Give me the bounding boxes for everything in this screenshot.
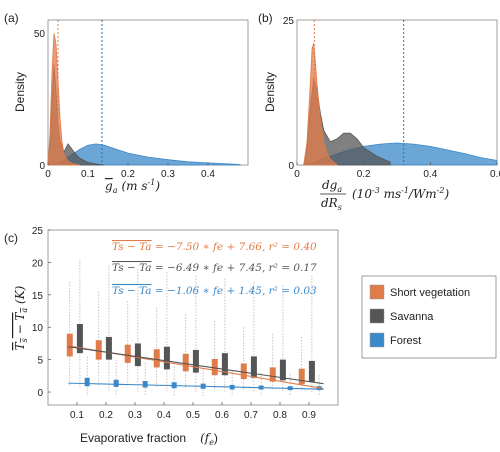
panel-a-y-ticks: 0 50 [34,29,46,172]
panel-c-xlabel: Evaporative fraction (fe) [80,431,218,447]
box-short-vegetation [269,367,276,382]
box-forest [113,379,119,387]
panel-b-y-ticks: 0 25 [283,16,295,172]
box-short-vegetation [95,340,102,360]
legend-swatch-savanna [369,308,385,324]
legend-box [361,275,497,359]
box-savanna [308,360,315,382]
a-ytick-label: 50 [34,29,46,40]
box-short-vegetation [240,363,247,380]
panel-label-c: (c) [4,231,18,245]
box-short-vegetation [298,368,305,385]
a-xtick-label: 0.4 [201,169,215,180]
legend: Short vegetation Savanna Forest [361,275,497,359]
equation-savanna: Ts − Ta = −6.49 ∗ fe + 7.45, r² = 0.17 [112,262,317,274]
a-xtick-label: 0.2 [121,169,135,180]
panel-a-x-ticks: 0 0.1 0.2 0.3 0.4 [45,162,215,180]
panel-c-y-ticks: 0 5 10 15 20 25 [32,226,51,399]
b-ytick-label: 25 [283,16,295,27]
box-savanna [250,356,257,378]
box-savanna [221,353,228,376]
legend-swatch-short-vegetation [369,284,385,300]
box-savanna [76,323,83,354]
panel-b-histogram: 0 0.2 0.4 0.6 0 25 Density dga dRs (10-3 ms-… [263,16,500,212]
panel-c-ylabel: Ts − Ta (K) [13,285,29,350]
legend-label-forest: Forest [390,335,421,347]
c-ytick-label: 5 [37,356,43,367]
box-savanna [279,359,286,381]
panel-c-boxplot: 0.1 0.2 0.3 0.4 0.5 0.6 0.7 0.8 0.9 0 5 10 15 20 25 T… [13,226,339,447]
legend-label-savanna: Savanna [390,311,434,323]
c-ytick-label: 15 [32,291,44,302]
equation-forest: Ts − Ta = −1.06 ∗ fe + 1.45, r² = 0.03 [112,285,317,297]
panel-a-frame [47,19,249,166]
panel-b-x-ticks: 0 0.2 0.4 0.6 [294,162,500,180]
panel-a-mean-lines [57,20,103,165]
box-short-vegetation [153,349,160,368]
panel-c-frame [47,229,339,406]
panel-b-mean-lines [313,20,405,165]
panel-b-xlabel: dga dRs (10-3 ms-1/Wm-2) [320,178,449,212]
b-ytick-label: 0 [288,161,294,172]
panel-b-xlabel-numerator: dga [322,178,342,194]
panel-b-xlabel-denominator: dRs [321,196,342,212]
c-xtick-label: 0.5 [186,410,200,421]
b-xtick-label: 0.6 [490,169,500,180]
box-savanna [134,343,141,367]
b-area-short-vegetation [303,43,339,166]
box-savanna [163,346,170,370]
c-xtick-label: 0.8 [273,410,287,421]
a-area-short-vegetation [47,33,81,166]
equation-short-vegetation: Ts − Ta = −7.50 ∗ fe + 7.66, r² = 0.40 [112,241,317,253]
panel-b-ylabel: Density [263,72,277,112]
b-xtick-label: 0.2 [357,169,371,180]
a-xtick-label: 0 [45,169,51,180]
panel-c-fit-lines [68,345,324,390]
box-savanna [105,336,112,360]
c-xtick-label: 0.2 [99,410,113,421]
c-xtick-label: 0.6 [215,410,229,421]
box-savanna [192,349,199,373]
a-xtick-label: 0.3 [161,169,175,180]
panel-a-histogram: 0 0.1 0.2 0.3 0.4 0 50 Density ga (m s-1) [13,19,249,195]
b-xtick-label: 0 [294,169,300,180]
panel-b-series [303,43,498,166]
fit-line-savanna [68,346,324,385]
c-xtick-label: 0.3 [128,410,142,421]
panel-a-series [47,33,241,166]
a-xtick-label: 0.1 [81,169,95,180]
legend-swatch-forest [369,332,385,348]
panel-label-a: (a) [4,11,19,25]
c-xtick-label: 0.7 [244,410,258,421]
box-short-vegetation [211,358,218,376]
box-short-vegetation [182,353,189,372]
panel-c-x-ticks: 0.1 0.2 0.3 0.4 0.5 0.6 0.7 0.8 0.9 [70,402,316,421]
c-xtick-label: 0.4 [157,410,171,421]
box-short-vegetation [66,333,73,357]
box-short-vegetation [124,344,131,363]
a-ytick-label: 0 [39,161,45,172]
c-xtick-label: 0.1 [70,410,84,421]
c-ytick-label: 0 [37,388,43,399]
panel-c-boxes [66,259,322,396]
box-forest [142,381,148,388]
panel-a-ylabel: Density [13,72,27,112]
box-forest [84,377,90,387]
panel-label-b: (b) [258,11,273,25]
fit-line-forest [68,382,324,390]
legend-label-short-vegetation: Short vegetation [390,287,470,299]
c-ytick-label: 25 [32,226,44,237]
panel-a-xlabel: ga (m s-1) [105,178,160,195]
c-xtick-label: 0.9 [302,410,316,421]
c-ytick-label: 10 [32,323,44,334]
c-ytick-label: 20 [32,258,44,269]
panel-b-xlabel-units: (10-3 ms-1/Wm-2) [352,186,449,201]
b-xtick-label: 0.4 [423,169,437,180]
